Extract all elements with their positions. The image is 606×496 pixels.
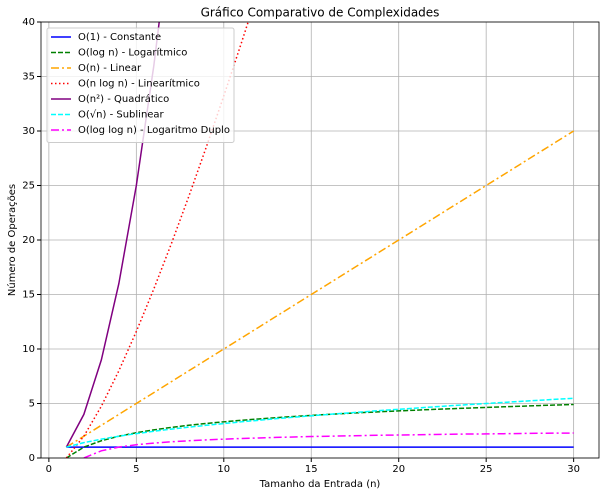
x-tick-label: 0: [46, 464, 52, 475]
y-tick-label: 25: [22, 181, 35, 192]
x-tick-label: 15: [305, 464, 318, 475]
y-tick-label: 0: [29, 453, 35, 464]
x-tick-label: 30: [567, 464, 580, 475]
legend-label: O(log n) - Logarítmico: [78, 47, 187, 59]
legend-label: O(n) - Linear: [78, 63, 142, 74]
x-tick-label: 25: [480, 464, 493, 475]
x-tick-label: 10: [217, 464, 230, 475]
series-line: [65, 130, 575, 448]
y-tick-label: 30: [22, 126, 35, 137]
x-tick-label: 5: [133, 464, 139, 475]
series-line: [66, 397, 574, 448]
chart-title: Gráfico Comparativo de Complexidades: [201, 6, 440, 20]
y-axis-label: Número de Operações: [6, 184, 18, 296]
x-axis-label: Tamanho da Entrada (n): [259, 479, 381, 490]
y-tick-label: 15: [22, 290, 35, 301]
legend-label: O(n²) - Quadrático: [78, 93, 169, 105]
legend-label: O(1) - Constante: [78, 32, 161, 43]
plot-frame: [40, 21, 600, 459]
y-tick-label: 40: [22, 17, 35, 28]
legend-label: O(√n) - Sublinear: [78, 110, 165, 121]
legend-label: O(log log n) - Logaritmo Duplo: [78, 125, 230, 136]
y-tick-label: 10: [22, 344, 35, 355]
y-tick-label: 20: [22, 235, 35, 246]
legend-box: [46, 27, 235, 143]
y-tick-label: 35: [22, 72, 35, 83]
series-line: [83, 432, 574, 458]
y-tick-label: 5: [29, 399, 35, 410]
legend-label: O(n log n) - Linearítmico: [78, 78, 200, 90]
x-tick-label: 20: [392, 464, 405, 475]
